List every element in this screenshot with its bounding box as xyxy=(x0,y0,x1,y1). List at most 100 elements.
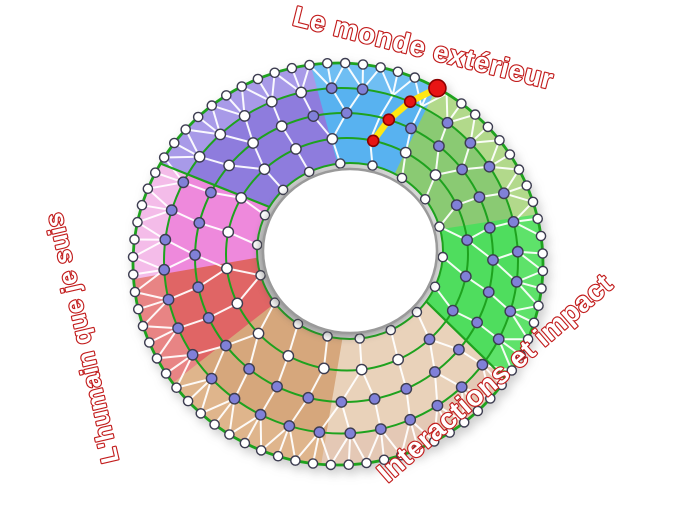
mesh-node[interactable] xyxy=(136,199,148,211)
mesh-node[interactable] xyxy=(483,221,496,234)
mesh-node[interactable] xyxy=(317,362,330,375)
mesh-node[interactable] xyxy=(532,213,544,225)
mesh-node[interactable] xyxy=(334,158,346,169)
mesh-node[interactable] xyxy=(172,322,185,335)
mesh-node[interactable] xyxy=(412,443,424,455)
mesh-node[interactable] xyxy=(180,124,191,135)
mesh-node[interactable] xyxy=(461,234,473,247)
mesh-node[interactable] xyxy=(476,358,489,371)
mesh-node[interactable] xyxy=(496,379,508,391)
mesh-node[interactable] xyxy=(344,427,357,440)
mesh-node[interactable] xyxy=(464,136,477,149)
mesh-node[interactable] xyxy=(243,362,256,375)
mesh-node[interactable] xyxy=(252,73,264,85)
mesh-node[interactable] xyxy=(374,423,387,435)
mesh-node[interactable] xyxy=(269,67,281,79)
mesh-node[interactable] xyxy=(231,297,244,310)
mesh-node[interactable] xyxy=(158,263,171,276)
mesh-node[interactable] xyxy=(165,204,178,217)
mesh-node[interactable] xyxy=(209,419,220,430)
mesh-node[interactable] xyxy=(143,337,155,348)
mesh-node[interactable] xyxy=(482,286,495,298)
mesh-node[interactable] xyxy=(255,269,266,281)
mesh-node[interactable] xyxy=(303,166,315,178)
mesh-node[interactable] xyxy=(504,305,517,318)
mesh-node[interactable] xyxy=(492,333,505,346)
mesh-node[interactable] xyxy=(277,184,289,196)
mesh-node[interactable] xyxy=(302,391,315,404)
mesh-node[interactable] xyxy=(452,343,465,356)
mesh-node[interactable] xyxy=(483,160,496,173)
mesh-node[interactable] xyxy=(494,134,505,146)
mesh-node[interactable] xyxy=(423,333,436,346)
mesh-node[interactable] xyxy=(375,62,386,73)
mesh-node[interactable] xyxy=(321,58,333,69)
mesh-node[interactable] xyxy=(484,393,496,404)
mesh-node[interactable] xyxy=(533,300,544,312)
mesh-node[interactable] xyxy=(192,111,204,123)
mesh-node[interactable] xyxy=(129,234,140,245)
mesh-node[interactable] xyxy=(236,81,248,92)
mesh-node[interactable] xyxy=(239,437,251,449)
mesh-node[interactable] xyxy=(275,120,288,133)
mesh-node[interactable] xyxy=(205,372,218,385)
mesh-node[interactable] xyxy=(228,392,241,405)
highlight-node[interactable] xyxy=(403,95,417,108)
mesh-node[interactable] xyxy=(271,380,283,393)
mesh-node[interactable] xyxy=(459,270,472,283)
mesh-node[interactable] xyxy=(446,304,459,317)
mesh-node[interactable] xyxy=(224,429,235,440)
mesh-node[interactable] xyxy=(307,110,320,123)
mesh-node[interactable] xyxy=(428,366,441,378)
mesh-node[interactable] xyxy=(528,317,540,329)
mesh-node[interactable] xyxy=(437,251,449,263)
mesh-node[interactable] xyxy=(247,137,260,149)
mesh-node[interactable] xyxy=(220,262,233,275)
mesh-node[interactable] xyxy=(429,169,442,181)
mesh-node[interactable] xyxy=(355,363,368,376)
mesh-node[interactable] xyxy=(259,209,271,221)
mesh-node[interactable] xyxy=(292,318,304,330)
mesh-node[interactable] xyxy=(220,90,232,101)
mesh-node[interactable] xyxy=(537,265,549,277)
mesh-node[interactable] xyxy=(335,396,348,408)
mesh-node[interactable] xyxy=(214,128,227,141)
mesh-node[interactable] xyxy=(206,100,218,111)
mesh-node[interactable] xyxy=(158,152,170,163)
mesh-node[interactable] xyxy=(504,149,516,160)
mesh-node[interactable] xyxy=(129,286,141,298)
mesh-node[interactable] xyxy=(151,353,163,364)
mesh-node[interactable] xyxy=(404,413,417,426)
mesh-node[interactable] xyxy=(428,436,440,447)
sector-bright-green-inner[interactable] xyxy=(425,218,518,361)
mesh-node[interactable] xyxy=(326,132,339,145)
mesh-node[interactable] xyxy=(441,116,454,129)
mesh-node[interactable] xyxy=(204,186,217,199)
mesh-node[interactable] xyxy=(444,427,456,438)
mesh-node[interactable] xyxy=(511,245,524,258)
mesh-node[interactable] xyxy=(368,392,381,405)
mesh-node[interactable] xyxy=(325,82,338,95)
mesh-node[interactable] xyxy=(286,62,298,74)
mesh-node[interactable] xyxy=(521,180,533,191)
mesh-node[interactable] xyxy=(395,449,407,461)
mesh-node[interactable] xyxy=(472,405,484,417)
mesh-node[interactable] xyxy=(343,459,355,471)
mesh-node[interactable] xyxy=(513,164,525,175)
mesh-node[interactable] xyxy=(487,254,499,266)
mesh-node[interactable] xyxy=(367,160,378,171)
mesh-node[interactable] xyxy=(282,349,295,362)
mesh-node[interactable] xyxy=(127,269,139,280)
mesh-node[interactable] xyxy=(202,311,215,324)
mesh-node[interactable] xyxy=(193,150,206,163)
mesh-node[interactable] xyxy=(356,83,369,96)
mesh-node[interactable] xyxy=(132,303,144,315)
mesh-node[interactable] xyxy=(405,122,417,135)
mesh-node[interactable] xyxy=(456,98,467,109)
mesh-node[interactable] xyxy=(399,146,412,159)
highlight-node[interactable] xyxy=(382,113,396,126)
mesh-node[interactable] xyxy=(527,196,539,208)
mesh-node[interactable] xyxy=(378,454,390,466)
mesh-node[interactable] xyxy=(450,199,463,212)
mesh-node[interactable] xyxy=(137,320,149,332)
